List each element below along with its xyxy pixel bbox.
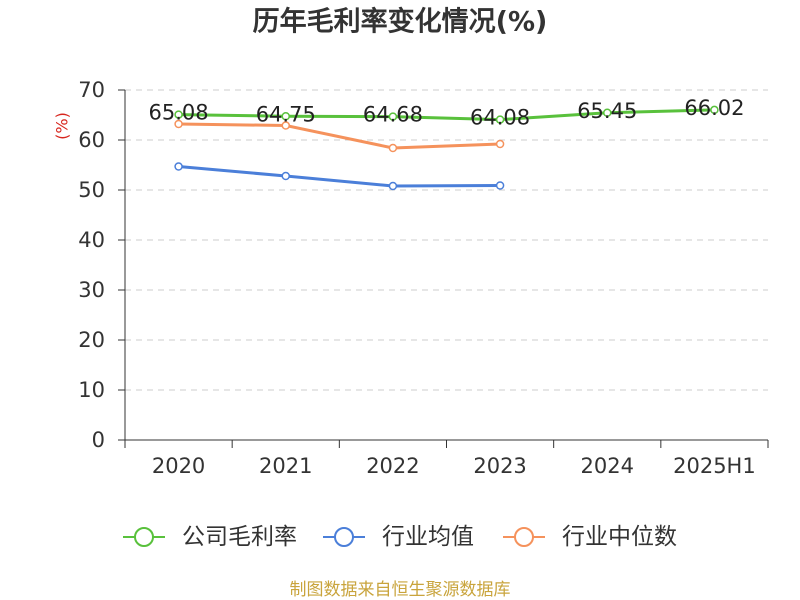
legend-label: 行业中位数 xyxy=(562,524,677,550)
y-tick-label: 30 xyxy=(78,278,105,302)
data-point xyxy=(388,143,398,153)
data-point xyxy=(388,112,398,121)
y-tick-label: 20 xyxy=(78,328,105,352)
y-tick-label: 70 xyxy=(78,78,105,102)
axes: 0 10 20 30 40 50 60 70 2020 2021 2022 2023 2024 2025H… xyxy=(78,78,769,478)
data-point xyxy=(495,139,505,149)
legend-item-3[interactable]: 行业中位数 xyxy=(503,524,677,550)
gridlines xyxy=(125,89,768,391)
data-label: 66.02 xyxy=(684,96,744,120)
x-tick-label: 2023 xyxy=(473,454,526,478)
legend-label: 公司毛利率 xyxy=(182,524,297,550)
data-label: 64.75 xyxy=(256,102,316,126)
x-tick-label: 2020 xyxy=(152,454,205,478)
data-label: 65.08 xyxy=(149,101,209,125)
y-tick-label: 50 xyxy=(78,178,105,202)
series-line xyxy=(177,108,716,122)
data-label: 65.45 xyxy=(577,99,637,123)
data-point xyxy=(281,121,290,130)
legend-label: 行业均值 xyxy=(382,524,474,550)
source-footer: 制图数据来自恒生聚源数据库 xyxy=(290,580,511,600)
x-tick-label: 2022 xyxy=(366,454,419,478)
data-point xyxy=(174,110,183,119)
plot-series: 65.08 64.75 64.68 64.08 65.45 66.02 xyxy=(149,96,744,191)
chart-title: 历年毛利率变化情况(%) xyxy=(253,6,548,38)
y-tick-label: 0 xyxy=(92,428,105,452)
data-point xyxy=(174,119,183,129)
x-tick-label: 2024 xyxy=(581,454,634,478)
legend-circle-marker xyxy=(134,527,154,547)
data-point xyxy=(281,112,290,121)
data-point xyxy=(174,162,183,171)
series-line xyxy=(177,122,502,150)
data-label: 64.08 xyxy=(470,106,530,130)
data-label: 64.68 xyxy=(363,103,423,127)
legend-circle-marker xyxy=(514,527,534,547)
series-line xyxy=(177,165,502,188)
y-tick-label: 60 xyxy=(78,128,105,152)
data-point xyxy=(388,181,398,191)
data-point xyxy=(495,181,505,190)
data-point xyxy=(603,108,612,117)
data-point xyxy=(495,115,505,124)
legend-item-1[interactable]: 公司毛利率 xyxy=(123,524,297,550)
legend: 公司毛利率 行业均值 行业中位数 xyxy=(123,524,677,550)
data-point xyxy=(710,105,719,115)
y-axis-label: (%) xyxy=(53,112,72,140)
x-tick-label: 2025H1 xyxy=(673,454,756,478)
y-tick-label: 10 xyxy=(78,378,105,402)
legend-item-2[interactable]: 行业均值 xyxy=(323,524,474,550)
legend-circle-marker xyxy=(334,527,354,547)
y-tick-label: 40 xyxy=(78,228,105,252)
data-point xyxy=(281,171,290,181)
x-tick-label: 2021 xyxy=(259,454,312,478)
